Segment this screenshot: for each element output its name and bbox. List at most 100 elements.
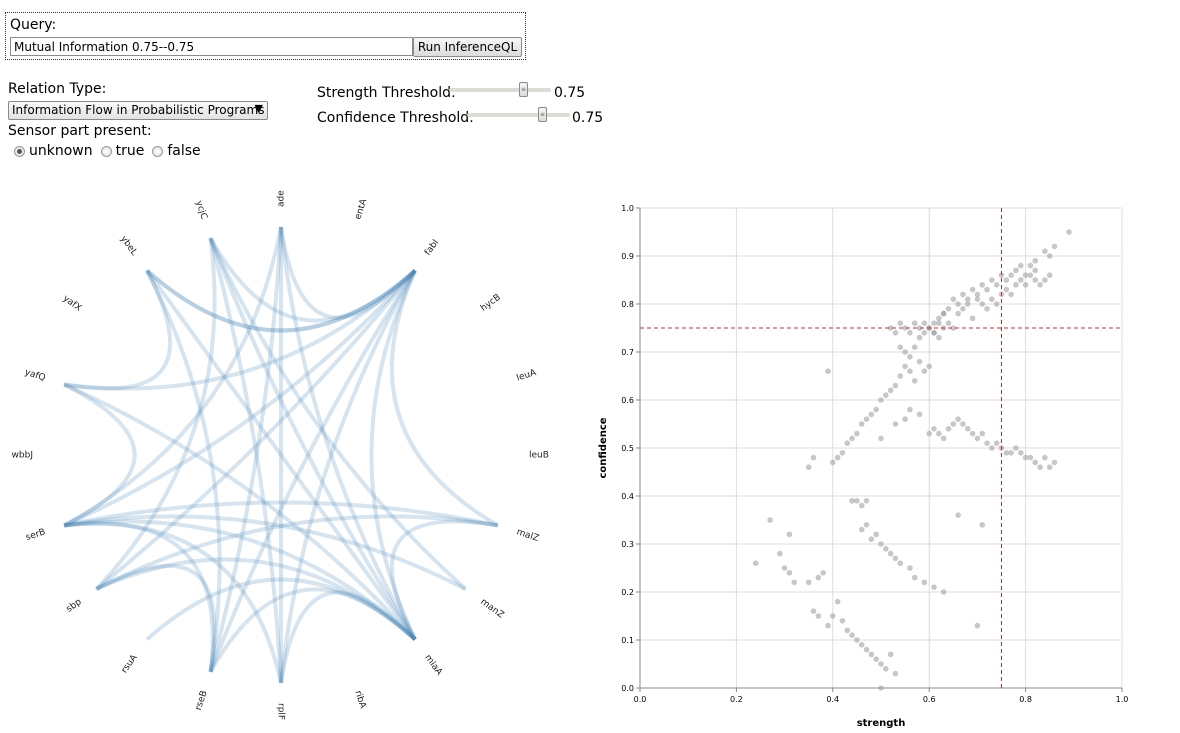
node-label-rsuA[interactable]: rsuA [120, 652, 140, 675]
scatter-point[interactable] [1013, 267, 1019, 274]
strength-slider-track[interactable] [449, 88, 551, 92]
scatter-point[interactable] [955, 416, 961, 422]
scatter-point[interactable] [849, 632, 855, 638]
scatter-point[interactable] [1017, 450, 1024, 456]
scatter-point[interactable] [858, 526, 865, 533]
strength-slider-handle[interactable]: ≡ [519, 82, 528, 97]
scatter-point[interactable] [931, 426, 937, 432]
scatter-point[interactable] [1037, 464, 1043, 471]
scatter-point[interactable] [863, 522, 870, 528]
scatter-point[interactable] [911, 378, 918, 384]
scatter-point[interactable] [887, 550, 894, 557]
scatter-point[interactable] [998, 272, 1005, 278]
scatter-point[interactable] [993, 440, 1000, 446]
node-label-yafX[interactable]: yafX [61, 294, 83, 314]
scatter-point[interactable] [969, 315, 976, 322]
node-label-leuA[interactable]: leuA [515, 368, 538, 384]
scatter-point[interactable] [955, 301, 961, 307]
scatter-point[interactable] [1022, 282, 1029, 288]
scatter-point[interactable] [921, 320, 928, 326]
scatter-point[interactable] [805, 464, 812, 471]
scatter-point[interactable] [974, 291, 981, 298]
scatter-point[interactable] [892, 330, 899, 336]
scatter-point[interactable] [931, 320, 937, 326]
scatter-point[interactable] [1017, 262, 1024, 269]
scatter-point[interactable] [781, 565, 788, 571]
scatter-point[interactable] [887, 325, 894, 331]
scatter-point[interactable] [1042, 454, 1048, 461]
scatter-point[interactable] [911, 320, 918, 326]
scatter-point[interactable] [1051, 459, 1058, 466]
scatter-point[interactable] [854, 498, 860, 504]
scatter-point[interactable] [878, 397, 884, 403]
scatter-point[interactable] [1027, 262, 1034, 269]
scatter-point[interactable] [931, 584, 937, 590]
scatter-point[interactable] [989, 277, 995, 283]
scatter-point[interactable] [820, 570, 826, 576]
scatter-point[interactable] [916, 411, 923, 418]
node-label-yafQ[interactable]: yafQ [23, 368, 46, 384]
scatter-point[interactable] [1032, 267, 1039, 274]
scatter-point[interactable] [974, 622, 981, 629]
scatter-point[interactable] [849, 435, 855, 442]
scatter-point[interactable] [936, 320, 942, 326]
scatter-point[interactable] [926, 363, 932, 370]
scatter-point[interactable] [868, 411, 875, 418]
scatter-point[interactable] [902, 416, 908, 422]
node-label-ycjC[interactable]: ycjC [193, 200, 208, 221]
scatter-point[interactable] [1008, 450, 1014, 456]
scatter-point[interactable] [907, 406, 913, 413]
scatter-point[interactable] [1042, 277, 1048, 283]
scatter-point[interactable] [883, 392, 889, 398]
scatter-point[interactable] [810, 608, 817, 614]
scatter-point[interactable] [916, 358, 923, 365]
scatter-point[interactable] [873, 656, 879, 662]
scatter-point[interactable] [815, 574, 822, 581]
radio-option-false[interactable]: false [152, 143, 201, 159]
scatter-point[interactable] [907, 330, 913, 336]
scatter-point[interactable] [1032, 277, 1039, 283]
scatter-point[interactable] [854, 430, 860, 437]
scatter-point[interactable] [1027, 454, 1034, 461]
scatter-point[interactable] [868, 651, 875, 658]
scatter-point[interactable] [984, 440, 990, 446]
scatter-point[interactable] [969, 286, 976, 293]
scatter-point[interactable] [892, 670, 899, 677]
scatter-point[interactable] [945, 426, 952, 432]
scatter-point[interactable] [931, 330, 937, 336]
node-label-fabI[interactable]: fabI [423, 238, 441, 258]
scatter-point[interactable] [1003, 286, 1010, 293]
scatter-point[interactable] [897, 560, 904, 566]
scatter-point[interactable] [902, 325, 908, 331]
scatter-point[interactable] [1046, 464, 1053, 471]
scatter-point[interactable] [878, 661, 884, 667]
scatter-point[interactable] [1027, 272, 1034, 278]
radio-option-true[interactable]: true [100, 143, 144, 159]
scatter-point[interactable] [984, 286, 990, 293]
scatter-point[interactable] [1008, 272, 1014, 278]
scatter-point[interactable] [839, 450, 846, 456]
scatter-point[interactable] [1003, 450, 1010, 456]
scatter-point[interactable] [883, 546, 889, 552]
scatter-point[interactable] [887, 651, 894, 658]
radio-option-unknown[interactable]: unknown [14, 143, 93, 159]
scatter-point[interactable] [936, 430, 942, 437]
scatter-point[interactable] [1046, 272, 1053, 278]
scatter-point[interactable] [916, 334, 923, 341]
scatter-point[interactable] [955, 512, 961, 518]
scatter-point[interactable] [902, 349, 908, 355]
scatter-point[interactable] [1003, 277, 1010, 283]
scatter-point[interactable] [839, 618, 846, 624]
scatter-point[interactable] [921, 330, 928, 336]
scatter-point[interactable] [786, 570, 793, 576]
node-label-sbp[interactable]: sbp [65, 597, 84, 615]
node-label-rseB[interactable]: rseB [194, 689, 210, 711]
node-label-rplF[interactable]: rplF [276, 703, 286, 720]
scatter-point[interactable] [815, 613, 822, 619]
scatter-point[interactable] [1042, 248, 1048, 254]
scatter-point[interactable] [805, 579, 812, 586]
scatter-point[interactable] [1032, 459, 1039, 466]
scatter-point[interactable] [916, 325, 923, 331]
scatter-point[interactable] [907, 354, 913, 360]
node-label-ribA[interactable]: ribA [352, 689, 367, 710]
